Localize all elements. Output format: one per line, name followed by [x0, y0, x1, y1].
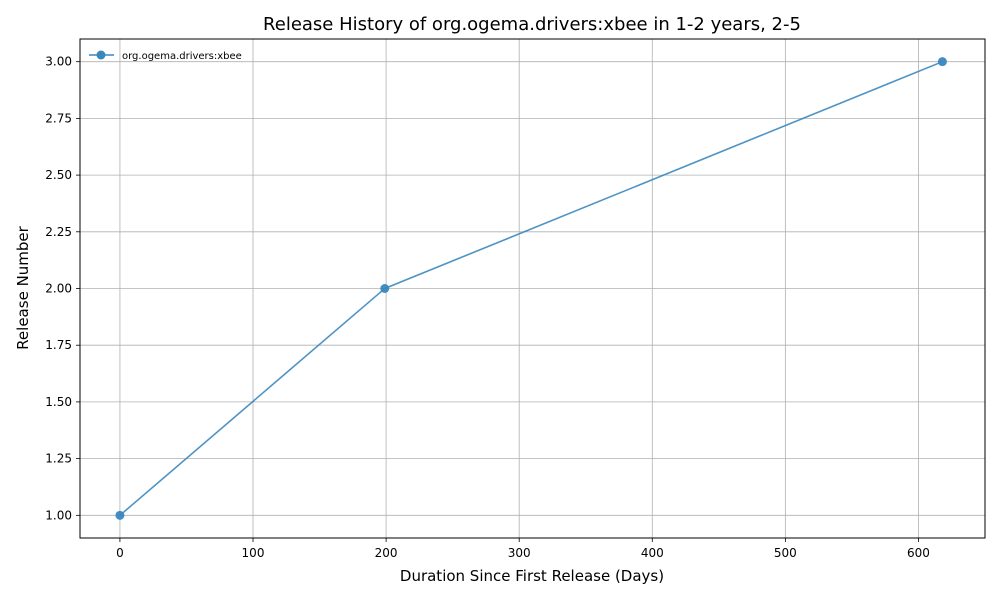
y-axis-title: Release Number [14, 225, 32, 349]
y-tick-label: 2.00 [45, 282, 72, 296]
x-tick-label: 600 [907, 546, 930, 560]
x-tick-label: 500 [774, 546, 797, 560]
y-axis: 1.00 1.25 1.50 1.75 2.00 2.25 2.50 2.75 3.00 [45, 55, 80, 522]
series-layer [115, 57, 947, 520]
x-tick-label: 100 [242, 546, 265, 560]
x-tick-label: 200 [375, 546, 398, 560]
data-point [380, 284, 390, 293]
data-point [115, 510, 125, 520]
x-tick-label: 0 [116, 546, 124, 560]
y-tick-label: 1.50 [45, 395, 72, 409]
y-tick-label: 1.75 [45, 338, 72, 352]
y-tick-label: 1.00 [45, 508, 72, 522]
y-tick-label: 3.00 [45, 55, 72, 69]
legend-label: org.ogema.drivers:xbee [122, 51, 242, 62]
x-tick-label: 300 [508, 546, 531, 560]
chart-title: Release History of org.ogema.drivers:xbe… [263, 14, 801, 35]
data-point [937, 57, 947, 67]
x-axis: 0 100 200 300 400 500 600 [116, 538, 930, 560]
grid [80, 39, 985, 538]
y-tick-label: 2.75 [45, 111, 72, 125]
legend: org.ogema.drivers:xbee [89, 50, 242, 62]
x-tick-label: 400 [641, 546, 664, 560]
x-axis-title: Duration Since First Release (Days) [400, 567, 664, 585]
y-tick-label: 1.25 [45, 452, 72, 466]
legend-marker [96, 50, 106, 60]
y-tick-label: 2.50 [45, 168, 72, 182]
y-tick-label: 2.25 [45, 225, 72, 239]
